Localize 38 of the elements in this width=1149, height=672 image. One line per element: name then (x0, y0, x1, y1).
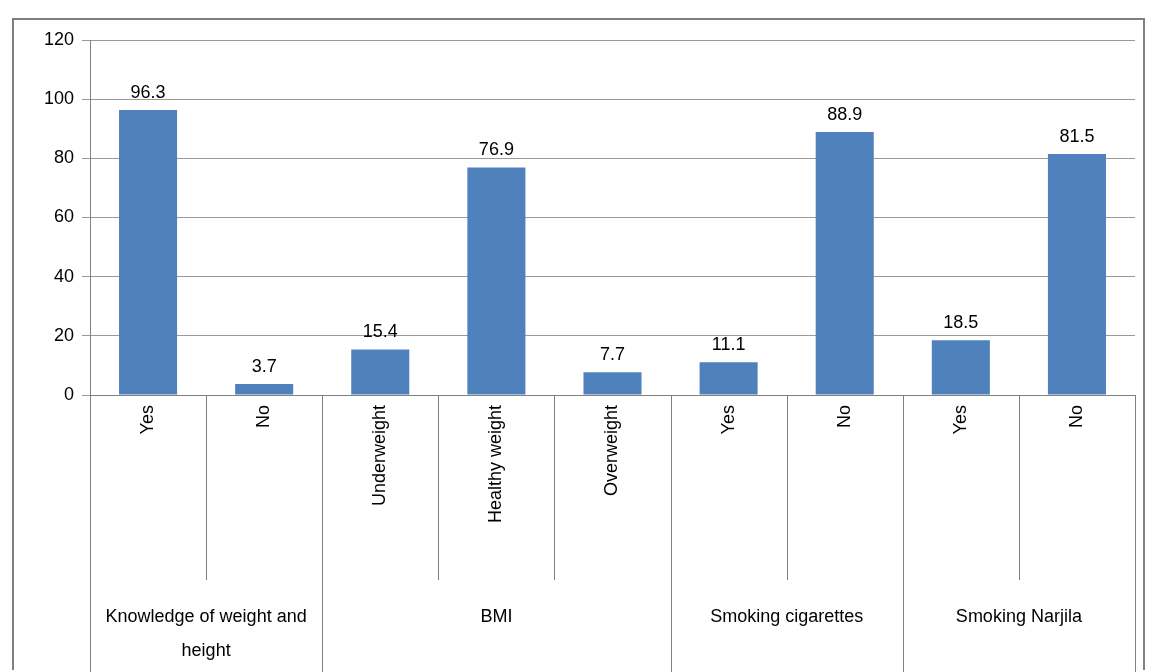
data-label: 76.9 (478, 139, 514, 160)
text: Smoking cigarettes (710, 605, 864, 626)
y-tick-label: 80 (53, 147, 74, 168)
text: BMI (480, 605, 513, 626)
x-tick-label: Yes (949, 405, 970, 435)
y-tick-label: 0 (63, 383, 74, 404)
bar (351, 349, 410, 395)
x-tick-label: No (833, 405, 854, 429)
text: Knowledge of weight and height (105, 605, 307, 660)
bar (815, 132, 874, 395)
x-tick-label: No (253, 405, 274, 429)
bar (699, 362, 758, 395)
data-label: 7.7 (599, 344, 626, 365)
data-label: 11.1 (711, 334, 746, 355)
bar (467, 167, 526, 395)
data-label: 3.7 (251, 356, 277, 377)
data-label: 15.4 (362, 321, 398, 342)
x-tick-label: Underweight (369, 405, 390, 507)
bar (235, 384, 294, 395)
x-tick-label: No (1065, 405, 1086, 429)
x-tick-label: Overweight (601, 405, 622, 497)
bar (119, 110, 178, 395)
y-tick-label: 20 (53, 324, 74, 345)
x-tick-label: Yes (717, 405, 738, 435)
data-label: 88.9 (827, 103, 863, 124)
data-label: 18.5 (943, 312, 979, 333)
bar (931, 340, 990, 395)
y-tick-label: 40 (53, 265, 74, 286)
bar (1047, 153, 1106, 395)
bar (583, 372, 642, 395)
data-label: 96.3 (130, 82, 166, 103)
x-tick-label: Yes (137, 405, 158, 435)
data-label: 81.5 (1059, 125, 1095, 146)
y-tick-label: 120 (43, 28, 74, 49)
y-tick-label: 60 (53, 206, 74, 227)
text: Smoking Narjila (955, 605, 1083, 626)
y-tick-label: 100 (43, 88, 74, 109)
x-tick-label: Healthy weight (485, 405, 506, 524)
